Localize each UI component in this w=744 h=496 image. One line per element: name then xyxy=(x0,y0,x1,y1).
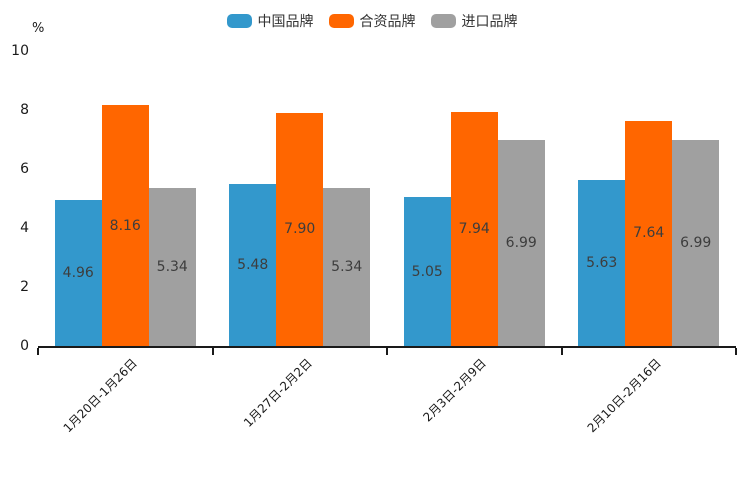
x-axis-tick xyxy=(37,348,39,355)
y-axis-unit-label: % xyxy=(32,21,45,36)
bar-value-label: 6.99 xyxy=(680,234,712,251)
x-axis-tick xyxy=(560,348,563,355)
x-category-label: 2月3日-2月9日 xyxy=(420,356,490,425)
x-category-label: 1月27日-2月2日 xyxy=(240,356,315,430)
bar-value-label: 4.96 xyxy=(62,264,94,281)
bar-value-label: 5.48 xyxy=(237,257,269,274)
bar-value-label: 7.64 xyxy=(633,225,665,242)
legend-label: 合资品牌 xyxy=(359,14,416,30)
bar-合资品牌-1 xyxy=(276,112,324,346)
bar-中国品牌-0 xyxy=(54,199,102,346)
bar-进口品牌-1 xyxy=(323,188,371,346)
legend-item-0[interactable]: 中国品牌 xyxy=(226,11,314,31)
x-axis-line xyxy=(38,346,736,348)
bar-进口品牌-3 xyxy=(672,139,720,346)
y-tick-label: 8 xyxy=(20,102,29,118)
bar-中国品牌-1 xyxy=(229,184,277,346)
legend-swatch-icon xyxy=(430,14,456,28)
bar-中国品牌-3 xyxy=(578,179,626,346)
y-tick-label: 0 xyxy=(20,338,29,354)
legend-item-1[interactable]: 合资品牌 xyxy=(328,11,416,31)
bar-value-label: 5.34 xyxy=(331,259,363,276)
x-category-label: 2月10日-2月16日 xyxy=(584,356,664,436)
y-tick-label: 4 xyxy=(20,220,29,236)
y-tick-label: 2 xyxy=(20,279,29,295)
bar-合资品牌-2 xyxy=(450,111,498,346)
bar-进口品牌-0 xyxy=(148,188,196,346)
bar-中国品牌-2 xyxy=(403,197,451,346)
chart-legend: 中国品牌 合资品牌 进口品牌 xyxy=(0,11,744,31)
bar-value-label: 5.05 xyxy=(411,263,443,280)
bar-value-label: 6.99 xyxy=(505,234,537,251)
legend-swatch-icon xyxy=(226,14,252,28)
bar-合资品牌-3 xyxy=(625,120,673,346)
legend-swatch-icon xyxy=(328,14,354,28)
x-axis-tick xyxy=(735,348,737,355)
legend-item-2[interactable]: 进口品牌 xyxy=(430,11,518,31)
bar-进口品牌-2 xyxy=(497,139,545,346)
bar-value-label: 7.90 xyxy=(284,221,316,238)
bar-value-label: 5.63 xyxy=(586,254,618,271)
bar-合资品牌-0 xyxy=(101,105,149,346)
y-tick-label: 10 xyxy=(11,43,29,59)
y-tick-label: 6 xyxy=(20,161,29,177)
bar-value-label: 7.94 xyxy=(458,220,490,237)
bar-value-label: 5.34 xyxy=(156,259,188,276)
x-category-label: 1月20日-1月26日 xyxy=(60,356,141,436)
x-axis-tick xyxy=(386,348,388,355)
bar-value-label: 8.16 xyxy=(109,217,141,234)
legend-label: 中国品牌 xyxy=(257,14,314,30)
legend-label: 进口品牌 xyxy=(461,14,518,30)
x-axis-tick xyxy=(211,348,214,355)
